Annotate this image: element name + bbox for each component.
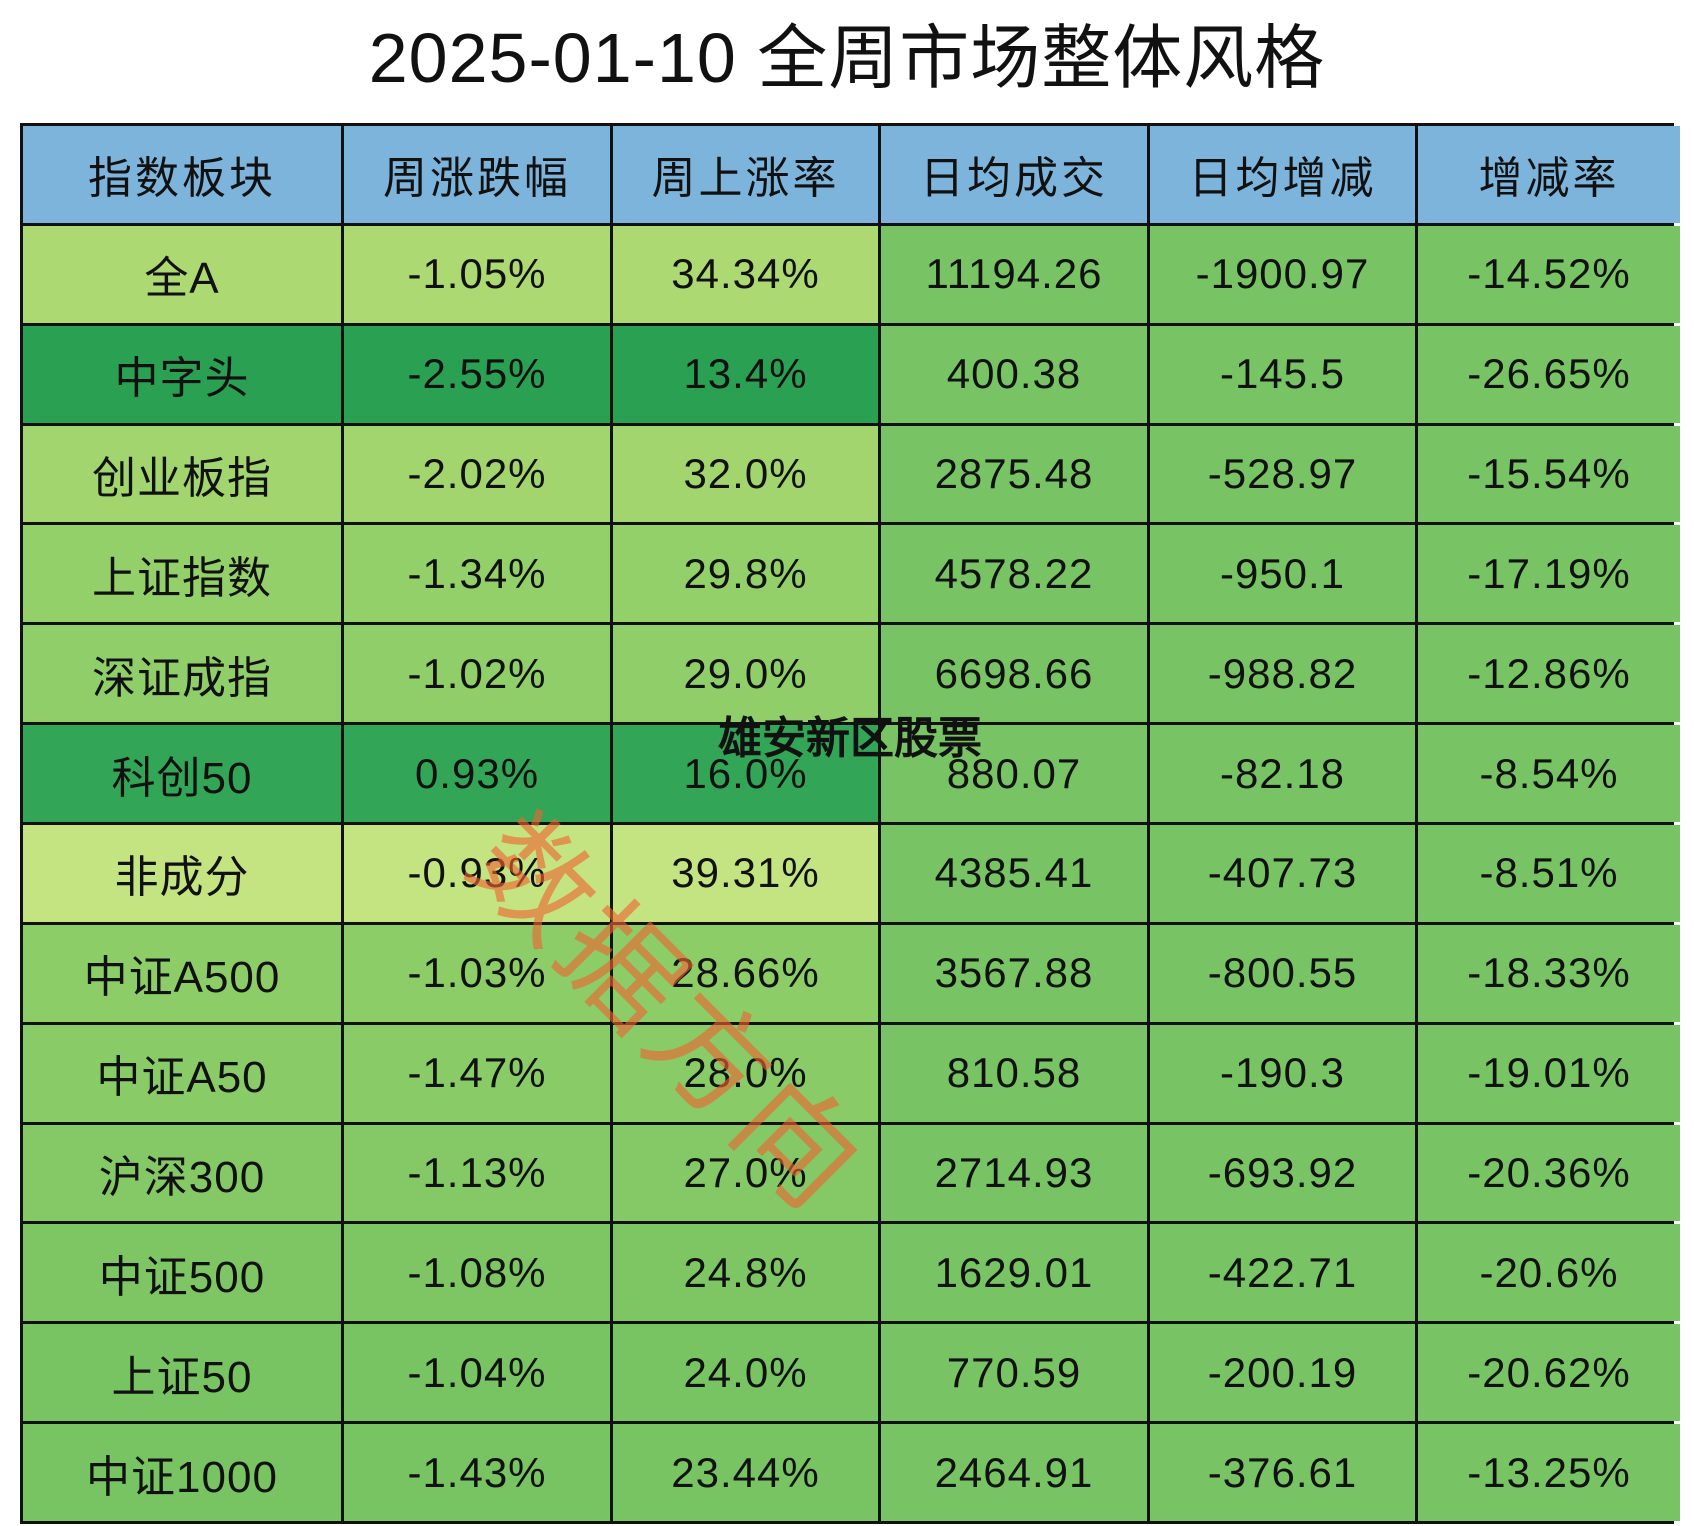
- cell-delta-rate: -14.52%: [1418, 225, 1680, 323]
- cell-daily-avg-volume: 2875.48: [881, 425, 1147, 523]
- cell-weekly-change: -1.34%: [344, 525, 610, 623]
- cell-weekly-up-rate: 29.0%: [613, 625, 878, 723]
- cell-daily-avg-volume: 2714.93: [881, 1124, 1147, 1222]
- cell-daily-avg-volume: 2464.91: [881, 1424, 1147, 1521]
- cell-weekly-change: -2.55%: [344, 325, 610, 423]
- cell-index-name: 中证1000: [23, 1424, 341, 1521]
- cell-delta-rate: -13.25%: [1418, 1424, 1680, 1521]
- cell-weekly-change: -1.08%: [344, 1224, 610, 1322]
- cell-weekly-up-rate: 28.0%: [613, 1024, 878, 1122]
- cell-index-name: 科创50: [23, 725, 341, 822]
- cell-daily-avg-delta: -950.1: [1150, 525, 1415, 623]
- header-index-sector: 指数板块: [23, 126, 341, 223]
- cell-daily-avg-volume: 11194.26: [881, 225, 1147, 323]
- cell-weekly-up-rate: 16.0%: [613, 725, 878, 822]
- cell-weekly-up-rate: 34.34%: [613, 225, 878, 323]
- cell-weekly-up-rate: 28.66%: [613, 924, 878, 1022]
- cell-weekly-up-rate: 23.44%: [613, 1424, 878, 1521]
- header-daily-avg-volume: 日均成交: [881, 126, 1147, 223]
- cell-weekly-change: -1.47%: [344, 1024, 610, 1122]
- cell-delta-rate: -12.86%: [1418, 625, 1680, 723]
- cell-weekly-up-rate: 32.0%: [613, 425, 878, 523]
- page-title: 2025-01-10 全周市场整体风格: [368, 19, 1326, 97]
- cell-daily-avg-volume: 400.38: [881, 325, 1147, 423]
- cell-index-name: 沪深300: [23, 1124, 341, 1222]
- cell-index-name: 中证A50: [23, 1024, 341, 1122]
- header-weekly-up-rate: 周上涨率: [613, 126, 878, 223]
- cell-daily-avg-delta: -800.55: [1150, 924, 1415, 1022]
- cell-index-name: 全A: [23, 225, 341, 323]
- cell-daily-avg-delta: -82.18: [1150, 725, 1415, 822]
- cell-delta-rate: -8.51%: [1418, 824, 1680, 922]
- cell-delta-rate: -19.01%: [1418, 1024, 1680, 1122]
- cell-index-name: 中证500: [23, 1224, 341, 1322]
- header-daily-avg-delta: 日均增减: [1150, 126, 1415, 223]
- cell-weekly-change: -0.93%: [344, 824, 610, 922]
- cell-delta-rate: -20.62%: [1418, 1324, 1680, 1422]
- cell-daily-avg-delta: -407.73: [1150, 824, 1415, 922]
- cell-weekly-change: 0.93%: [344, 725, 610, 822]
- cell-daily-avg-volume: 4385.41: [881, 824, 1147, 922]
- cell-weekly-up-rate: 24.8%: [613, 1224, 878, 1322]
- cell-daily-avg-volume: 880.07: [881, 725, 1147, 822]
- cell-daily-avg-volume: 770.59: [881, 1324, 1147, 1422]
- cell-daily-avg-delta: -145.5: [1150, 325, 1415, 423]
- cell-delta-rate: -8.54%: [1418, 725, 1680, 822]
- cell-delta-rate: -18.33%: [1418, 924, 1680, 1022]
- cell-index-name: 非成分: [23, 824, 341, 922]
- cell-weekly-change: -1.43%: [344, 1424, 610, 1521]
- cell-index-name: 上证50: [23, 1324, 341, 1422]
- cell-delta-rate: -26.65%: [1418, 325, 1680, 423]
- cell-daily-avg-delta: -200.19: [1150, 1324, 1415, 1422]
- cell-weekly-change: -1.13%: [344, 1124, 610, 1222]
- cell-daily-avg-volume: 4578.22: [881, 525, 1147, 623]
- cell-weekly-up-rate: 13.4%: [613, 325, 878, 423]
- cell-weekly-up-rate: 29.8%: [613, 525, 878, 623]
- cell-delta-rate: -17.19%: [1418, 525, 1680, 623]
- cell-daily-avg-delta: -693.92: [1150, 1124, 1415, 1222]
- cell-index-name: 上证指数: [23, 525, 341, 623]
- cell-weekly-up-rate: 39.31%: [613, 824, 878, 922]
- cell-daily-avg-volume: 6698.66: [881, 625, 1147, 723]
- cell-delta-rate: -15.54%: [1418, 425, 1680, 523]
- market-style-table: 指数板块 周涨跌幅 周上涨率 日均成交 日均增减 增减率 全A -1.05% 34.…: [20, 123, 1680, 1524]
- cell-index-name: 深证成指: [23, 625, 341, 723]
- cell-daily-avg-volume: 810.58: [881, 1024, 1147, 1122]
- cell-weekly-change: -1.03%: [344, 924, 610, 1022]
- cell-index-name: 中字头: [23, 325, 341, 423]
- header-weekly-change: 周涨跌幅: [344, 126, 610, 223]
- cell-delta-rate: -20.36%: [1418, 1124, 1680, 1222]
- cell-index-name: 中证A500: [23, 924, 341, 1022]
- cell-daily-avg-delta: -528.97: [1150, 425, 1415, 523]
- cell-weekly-change: -1.02%: [344, 625, 610, 723]
- cell-weekly-up-rate: 24.0%: [613, 1324, 878, 1422]
- cell-daily-avg-delta: -190.3: [1150, 1024, 1415, 1122]
- header-delta-rate: 增减率: [1418, 126, 1680, 223]
- cell-weekly-change: -1.04%: [344, 1324, 610, 1422]
- cell-daily-avg-volume: 1629.01: [881, 1224, 1147, 1322]
- cell-daily-avg-delta: -376.61: [1150, 1424, 1415, 1521]
- cell-index-name: 创业板指: [23, 425, 341, 523]
- cell-delta-rate: -20.6%: [1418, 1224, 1680, 1322]
- cell-weekly-change: -1.05%: [344, 225, 610, 323]
- cell-daily-avg-volume: 3567.88: [881, 924, 1147, 1022]
- cell-daily-avg-delta: -422.71: [1150, 1224, 1415, 1322]
- cell-weekly-up-rate: 27.0%: [613, 1124, 878, 1222]
- cell-weekly-change: -2.02%: [344, 425, 610, 523]
- cell-daily-avg-delta: -988.82: [1150, 625, 1415, 723]
- overlay-caption: 雄安新区股票: [718, 714, 982, 763]
- cell-daily-avg-delta: -1900.97: [1150, 225, 1415, 323]
